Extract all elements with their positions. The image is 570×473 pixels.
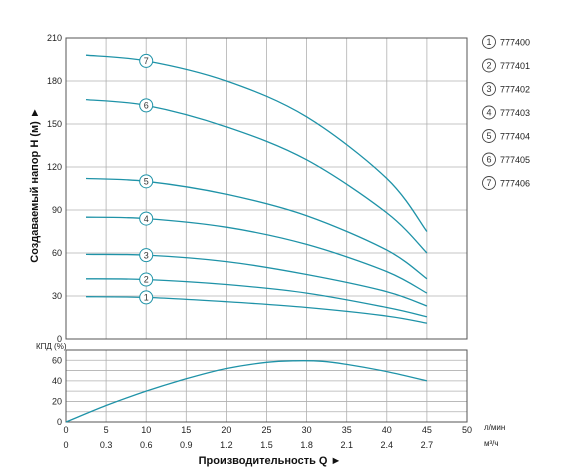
curve-marker-label-2: 2 [144, 275, 149, 285]
x-tick-label-lpm: 45 [422, 425, 432, 435]
curve-marker-3 [139, 248, 154, 263]
legend-label-777401: 777401 [500, 61, 530, 71]
y-axis-title-efficiency: КПД (%) [36, 342, 67, 351]
x-tick-label-m3h: 1.2 [220, 440, 233, 450]
y-tick-label-efficiency: 40 [52, 376, 62, 386]
curve-marker-2 [139, 272, 154, 287]
curve-marker-label-6: 6 [144, 101, 149, 111]
efficiency-plot-grid [65, 349, 468, 423]
x-tick-label-lpm: 50 [462, 425, 472, 435]
legend-marker-7 [482, 176, 496, 190]
head-plot-frame [65, 37, 468, 340]
curve-marker-1 [139, 290, 154, 305]
x-axis-title: Производительность Q ► [199, 455, 342, 467]
head-curve-1 [85, 296, 428, 324]
legend: 1 777400 2 777401 3 777402 4 777403 5 777404 6 7774… [482, 35, 530, 190]
x-tick-label-lpm: 25 [261, 425, 271, 435]
curve-marker-6 [139, 98, 154, 113]
y-tick-label-head: 180 [47, 76, 62, 86]
efficiency-plot-frame [65, 349, 468, 423]
legend-marker-1 [482, 35, 496, 49]
legend-label-777404: 777404 [500, 132, 530, 142]
x-tick-label-lpm: 30 [302, 425, 312, 435]
x-tick-label-lpm: 35 [342, 425, 352, 435]
head-curve-6 [85, 98, 428, 254]
x-tick-label-m3h: 0 [63, 440, 68, 450]
x-tick-label-m3h: 1.8 [300, 440, 313, 450]
y-tick-label-efficiency: 20 [52, 396, 62, 406]
y-tick-label-head: 120 [47, 162, 62, 172]
curve-marker-label-5: 5 [144, 177, 149, 187]
x-tick-label-lpm: 20 [221, 425, 231, 435]
y-tick-label-efficiency: 60 [52, 355, 62, 365]
legend-label-777402: 777402 [500, 85, 530, 95]
legend-marker-4 [482, 105, 496, 120]
y-tick-label-head: 150 [47, 119, 62, 129]
legend-marker-2 [482, 58, 496, 73]
y-tick-label-head: 210 [47, 33, 62, 43]
y-axis-title-head: Создаваемый напор H (м) ► [29, 107, 41, 262]
y-tick-label-head: 30 [52, 291, 62, 301]
legend-marker-number: 7 [486, 178, 491, 188]
x-tick-label-m3h: 2.1 [340, 440, 353, 450]
legend-marker-number: 2 [486, 61, 491, 71]
x-tick-label-lpm: 40 [382, 425, 392, 435]
x-axis-unit-lpm: л/мин [484, 423, 505, 432]
legend-marker-number: 4 [486, 108, 491, 118]
x-tick-label-lpm: 5 [104, 425, 109, 435]
head-curve-2 [85, 278, 428, 318]
legend-label-777406: 777406 [500, 179, 530, 189]
curve-marker-label-1: 1 [144, 293, 149, 303]
x-tick-label-m3h: 2.7 [421, 440, 434, 450]
legend-marker-5 [482, 129, 496, 143]
x-tick-label-lpm: 0 [63, 425, 68, 435]
head-curve-5 [85, 177, 428, 280]
x-tick-label-m3h: 0.6 [140, 440, 153, 450]
curve-marker-label-4: 4 [144, 214, 149, 224]
x-tick-label-lpm: 15 [181, 425, 191, 435]
legend-marker-6 [482, 152, 496, 167]
curve-marker-7 [139, 53, 154, 68]
legend-marker-number: 5 [486, 131, 491, 141]
legend-marker-number: 3 [486, 84, 491, 94]
efficiency-curve [65, 360, 428, 423]
legend-marker-3 [482, 82, 496, 96]
y-tick-label-head: 90 [52, 205, 62, 215]
legend-marker-number: 1 [486, 37, 491, 47]
curve-marker-4 [139, 211, 154, 226]
x-axis-unit-m3h: м³/ч [484, 439, 499, 448]
x-tick-label-m3h: 1.5 [260, 440, 273, 450]
head-curve-3 [85, 253, 428, 307]
y-tick-label-head: 60 [52, 248, 62, 258]
curve-marker-5 [139, 174, 154, 189]
y-tick-label-efficiency: 0 [57, 417, 62, 427]
legend-label-777405: 777405 [500, 155, 530, 165]
legend-label-777400: 777400 [500, 38, 530, 48]
legend-label-777403: 777403 [500, 108, 530, 118]
x-tick-label-lpm: 10 [141, 425, 151, 435]
head-plot-grid [65, 37, 468, 340]
x-tick-label-m3h: 0.3 [100, 440, 113, 450]
curves: 1 2 3 4 5 6 7 [65, 53, 428, 423]
x-tick-label-m3h: 0.9 [180, 440, 193, 450]
curve-marker-label-3: 3 [144, 250, 149, 260]
y-tick-label-head: 0 [57, 334, 62, 344]
x-tick-label-m3h: 2.4 [381, 440, 394, 450]
curve-marker-label-7: 7 [144, 56, 149, 66]
legend-marker-number: 6 [486, 155, 491, 165]
